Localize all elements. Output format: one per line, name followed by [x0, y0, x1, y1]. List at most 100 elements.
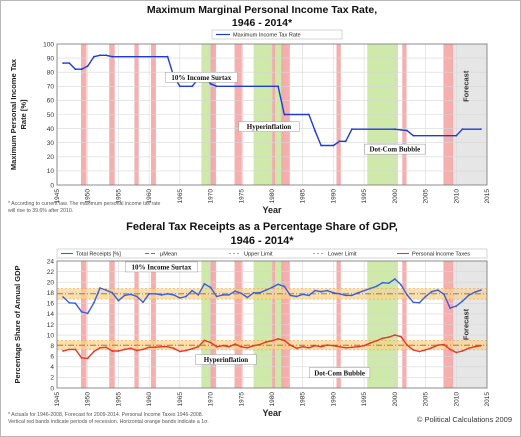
x-tick-label: 2005 [423, 189, 430, 204]
data-point [246, 296, 249, 299]
data-point [369, 342, 372, 344]
data-point [393, 128, 396, 131]
data-point [191, 289, 194, 292]
data-point [148, 346, 151, 349]
data-point [99, 287, 101, 289]
x-tick-label: 1975 [238, 392, 245, 407]
data-point [197, 293, 200, 296]
data-point [375, 285, 378, 288]
chart-2: Federal Tax Receipts as a Percentage Sha… [8, 221, 491, 425]
data-point [191, 85, 194, 88]
data-point [326, 289, 329, 292]
data-point [344, 346, 347, 349]
annotation-label: 10% Income Surtax [131, 263, 191, 271]
data-point [314, 129, 316, 132]
y-tick-label: 10 [47, 332, 55, 339]
data-point [111, 291, 114, 294]
data-point [215, 345, 218, 348]
data-point [271, 286, 273, 289]
data-point [142, 301, 144, 304]
annotation-box [238, 121, 300, 132]
data-point [68, 62, 71, 65]
data-point [166, 345, 169, 348]
data-point [135, 295, 138, 298]
data-point [381, 281, 384, 284]
x-tick-label: 1960 [146, 189, 153, 204]
y-tick-label: 20 [47, 154, 55, 161]
x-tick-label: 1970 [208, 189, 215, 204]
chart-subtitle: 1946 - 2014* [231, 235, 295, 247]
data-point [142, 348, 144, 351]
annotation-label: Hyperinflation [204, 356, 248, 364]
y-tick-label: 16 [47, 301, 55, 308]
data-point [62, 296, 65, 298]
x-tick-label: 1980 [269, 392, 276, 407]
y-tick-label: 4 [50, 364, 54, 371]
y-tick-label: 14 [47, 311, 55, 318]
data-point [62, 62, 65, 65]
data-point [369, 287, 372, 290]
data-point [228, 293, 230, 296]
data-point [105, 289, 108, 292]
data-point [289, 294, 292, 297]
data-point [455, 305, 458, 307]
y-tick-label: 0 [50, 182, 54, 189]
y-tick-label: 24 [47, 258, 55, 265]
data-point [209, 286, 212, 289]
data-point [400, 335, 402, 338]
y-tick-label: 90 [47, 55, 55, 62]
x-tick-label: 1985 [300, 392, 307, 407]
data-point [203, 282, 206, 285]
forecast-label: Forecast [462, 70, 471, 102]
x-tick-label: 1950 [85, 189, 92, 204]
data-point [412, 301, 415, 304]
data-point [363, 344, 366, 347]
legend-label: Upper Limit [244, 252, 273, 258]
y-tick-label: 18 [47, 290, 55, 297]
data-point [209, 82, 212, 85]
data-point [105, 54, 108, 57]
data-point [80, 68, 83, 71]
legend-box [211, 29, 343, 40]
annotation-label: Dot-Com Bubble [369, 146, 420, 154]
data-point [166, 292, 169, 295]
data-point [99, 346, 101, 349]
x-tick-label: 1985 [300, 189, 307, 204]
annotation-label: 10% Income Surtax [171, 74, 231, 82]
x-axis-title: Year [262, 205, 282, 215]
data-point [326, 344, 329, 347]
data-point [129, 293, 132, 296]
legend-label: Maximum Income Tax Rate [233, 33, 301, 39]
data-point [461, 128, 464, 131]
data-point [185, 349, 187, 352]
data-point [412, 134, 415, 137]
data-point [314, 289, 316, 292]
data-point [443, 343, 445, 346]
data-point [449, 307, 452, 309]
data-point [338, 345, 341, 348]
legend-label: Lower Limit [328, 252, 357, 258]
data-point [455, 351, 458, 354]
data-point [449, 348, 452, 351]
annotation-label: Dot-Com Bubble [314, 369, 365, 377]
data-point [479, 128, 482, 131]
legend-label: μMean [160, 252, 177, 258]
data-point [320, 144, 323, 147]
data-point [332, 291, 335, 294]
plot-border [56, 260, 488, 389]
data-point [154, 346, 157, 349]
data-point [154, 292, 157, 295]
x-tick-label: 1990 [330, 189, 337, 204]
data-point [277, 337, 280, 340]
y-tick-label: 6 [50, 354, 54, 361]
data-point [350, 128, 353, 131]
data-point [123, 294, 126, 297]
x-axis-title: Year [262, 408, 282, 418]
data-point [307, 294, 310, 297]
x-tick-label: 2010 [453, 392, 460, 407]
data-point [185, 295, 187, 298]
data-point [418, 350, 421, 353]
x-tick-label: 2010 [453, 189, 460, 204]
data-point [295, 347, 298, 350]
